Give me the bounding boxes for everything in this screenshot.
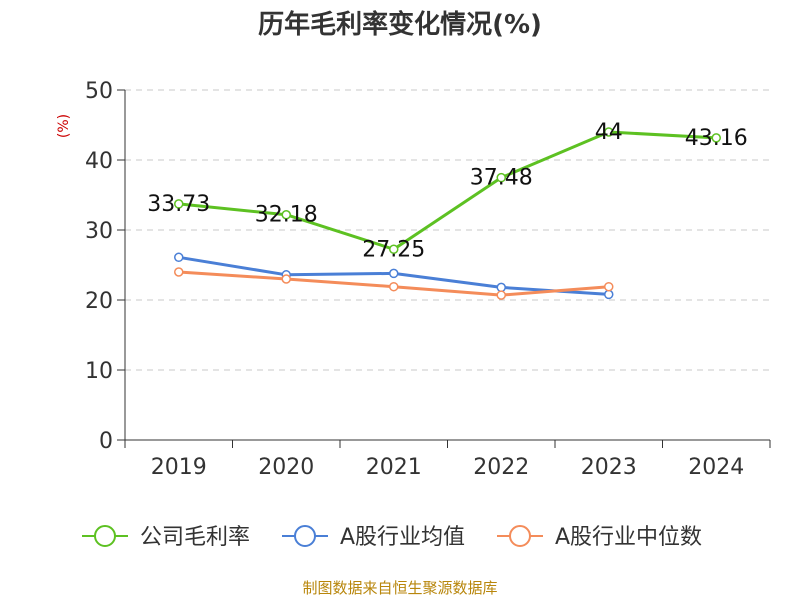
x-tick-label: 2023 [581, 455, 637, 480]
axes [117, 89, 771, 448]
legend-marker [294, 525, 316, 547]
y-tick-labels: 0 10 20 30 40 50 [85, 79, 113, 454]
y-tick-label: 10 [85, 359, 113, 384]
x-tick-label: 2022 [473, 455, 529, 480]
data-label: 44 [595, 120, 623, 145]
x-tick-label: 2021 [366, 455, 422, 480]
data-point [496, 282, 506, 293]
series-line [178, 130, 717, 251]
legend[interactable]: 公司毛利率 A股行业均值 A股行业中位数 [82, 525, 702, 550]
data-point [496, 172, 506, 183]
source-note: 制图数据来自恒生聚源数据库 [302, 579, 497, 597]
x-tick-label: 2024 [688, 455, 744, 480]
x-tick-label: 2020 [258, 455, 314, 480]
data-point [604, 289, 614, 300]
chart-title: 历年毛利率变化情况(%) [258, 9, 542, 40]
data-point [174, 199, 184, 209]
data-point [281, 274, 291, 284]
y-tick-label: 0 [99, 429, 113, 454]
data-point [711, 133, 721, 143]
y-tick-label: 20 [85, 289, 113, 314]
data-point [281, 209, 291, 220]
data-point [496, 290, 506, 300]
y-tick-label: 50 [85, 79, 113, 104]
data-labels: 33.73 32.18 27.25 37.48 44 43.16 [147, 120, 747, 262]
data-label: 32.18 [255, 203, 318, 228]
legend-label: 公司毛利率 [140, 525, 250, 550]
x-tick-labels: 2019 2020 2021 2022 2023 2024 [151, 455, 745, 480]
data-point [389, 268, 399, 279]
x-tick-label: 2019 [151, 455, 207, 480]
y-axis-label: (%) [56, 114, 72, 138]
data-point [174, 252, 184, 263]
legend-label: A股行业中位数 [555, 525, 702, 550]
data-point [604, 281, 614, 292]
data-point [389, 281, 399, 292]
legend-marker [509, 525, 531, 547]
y-tick-label: 40 [85, 149, 113, 174]
legend-marker [94, 525, 116, 547]
series-lines [174, 127, 721, 300]
data-label: 43.16 [685, 126, 748, 151]
data-label: 27.25 [362, 237, 425, 262]
data-point [389, 244, 399, 254]
data-point [174, 267, 184, 277]
data-point [604, 127, 614, 137]
data-label: 33.73 [147, 192, 210, 217]
legend-label: A股行业均值 [340, 525, 465, 550]
data-label: 37.48 [470, 166, 533, 191]
y-tick-label: 30 [85, 219, 113, 244]
grid-lines [125, 89, 770, 371]
